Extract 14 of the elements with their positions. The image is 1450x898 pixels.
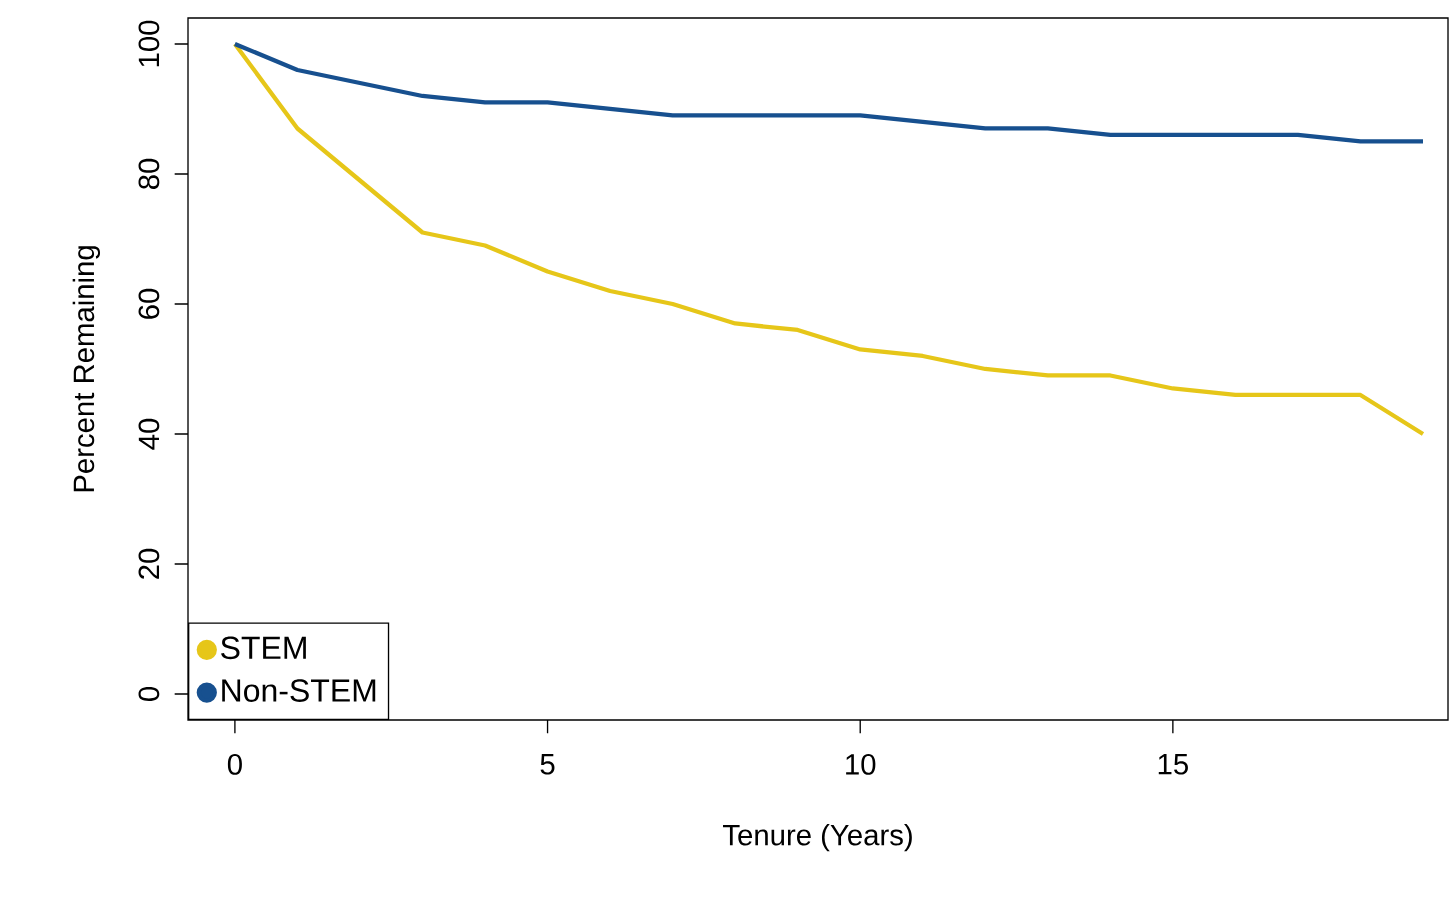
y-tick-label: 0 xyxy=(138,686,160,701)
y-tick-label: 100 xyxy=(138,20,160,67)
x-tick-label: 0 xyxy=(227,754,242,775)
x-axis-title: Tenure (Years) xyxy=(723,823,912,852)
y-tick-label: 20 xyxy=(138,548,160,579)
x-tick-label: 10 xyxy=(846,754,876,775)
x-tick-label: 5 xyxy=(540,754,555,775)
x-tick-label: 15 xyxy=(1158,754,1188,775)
legend-label: Non-STEM xyxy=(222,679,376,702)
y-tick-label: 60 xyxy=(138,288,160,319)
y-tick-label: 80 xyxy=(138,158,160,190)
y-tick-label: 40 xyxy=(138,418,160,450)
y-axis-title: Percent Remaining xyxy=(72,246,101,492)
legend-label: STEM xyxy=(221,636,306,660)
